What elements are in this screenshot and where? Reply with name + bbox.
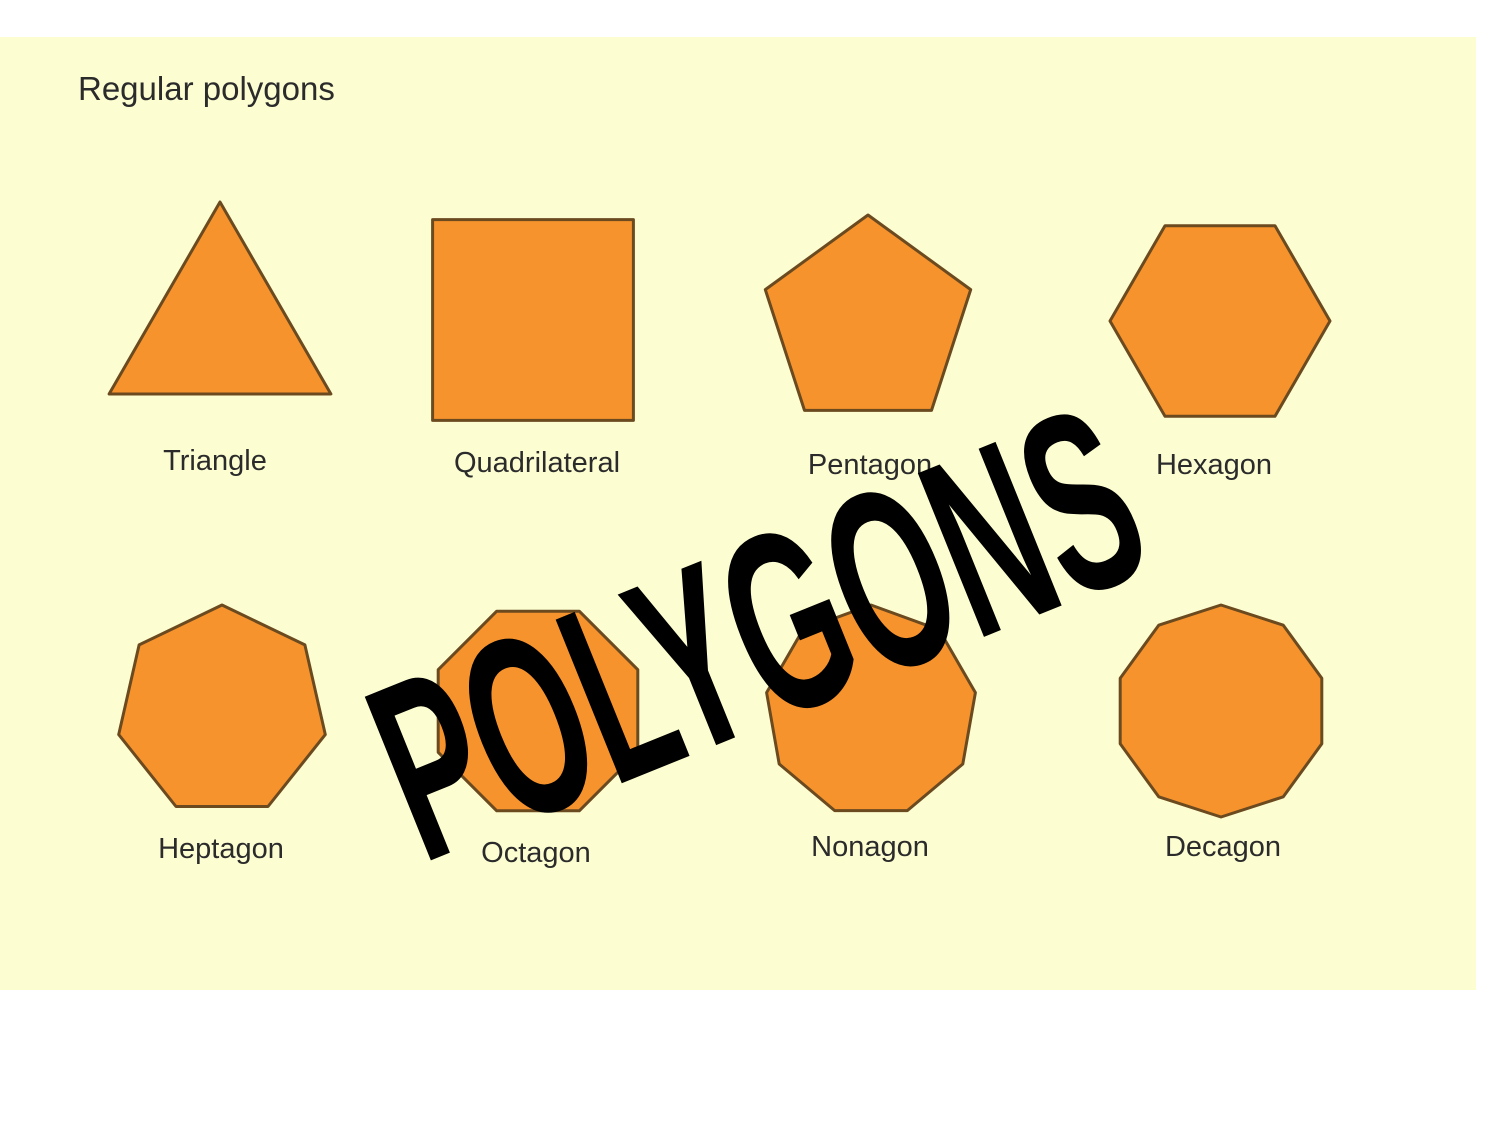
decagon-label: Decagon [1165,831,1281,863]
nonagon-label: Nonagon [811,831,929,863]
pentagon-label: Pentagon [808,449,932,481]
heptagon-shape [117,603,327,808]
hexagon-label: Hexagon [1156,449,1272,481]
quadrilateral-label: Quadrilateral [454,447,620,479]
pentagon-shape [763,213,973,412]
triangle-shape [107,200,333,396]
decagon-shape [1118,603,1324,819]
nonagon-shape [765,603,977,813]
octagon-shape [436,609,640,813]
panel-background [0,37,1476,990]
quadrilateral-shape [431,218,635,422]
triangle-label: Triangle [163,445,267,477]
shapes-grid: Triangle Quadrilateral Pentagon Hexagon Hept… [107,200,1332,869]
heptagon-label: Heptagon [158,833,284,865]
hexagon-shape [1108,224,1332,418]
octagon-label: Octagon [481,837,591,869]
panel-title: Regular polygons [78,70,335,107]
